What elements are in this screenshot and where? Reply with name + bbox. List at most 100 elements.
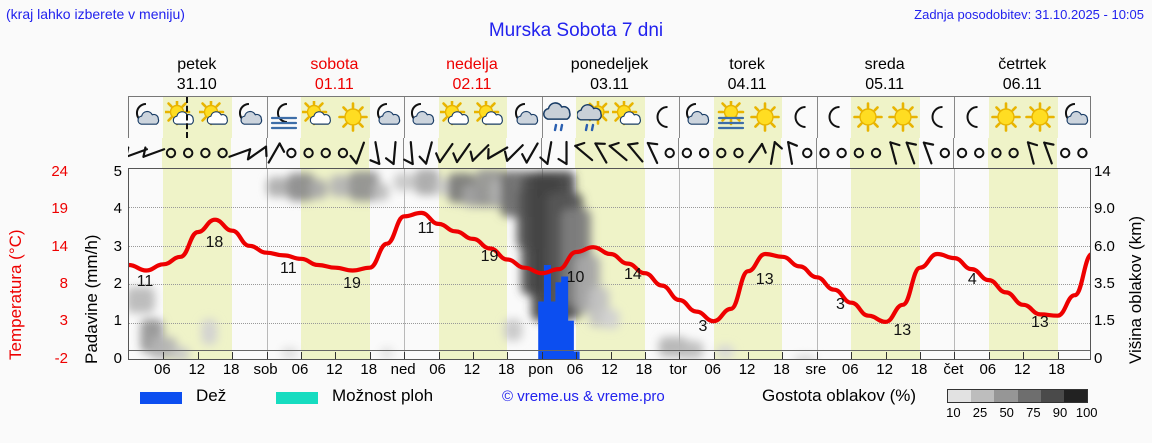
wind-calm-icon bbox=[956, 147, 968, 159]
wind-calm-icon bbox=[733, 147, 744, 159]
wind-barb-icon bbox=[608, 141, 628, 162]
day-gridline bbox=[954, 169, 956, 359]
axis-tick bbox=[1023, 352, 1025, 359]
day-date: 04.11 bbox=[727, 76, 767, 93]
moon-cloud-icon bbox=[1059, 101, 1090, 133]
moon-icon bbox=[818, 101, 850, 133]
precipitation-ytick-4: 1 bbox=[113, 312, 122, 329]
wind-calm-icon bbox=[853, 147, 865, 159]
wind-barb-icon bbox=[769, 141, 783, 165]
wind-barb-icon bbox=[384, 140, 397, 166]
cloud-density-step-90 bbox=[1040, 390, 1064, 402]
axis-tick bbox=[782, 352, 784, 359]
cloudheight-ytick-5: 0 bbox=[1094, 350, 1103, 367]
day-separator bbox=[679, 97, 681, 138]
cloud-rain-icon bbox=[542, 101, 575, 133]
cloud-density-step-100 bbox=[1063, 390, 1088, 402]
precipitation-ytick-0: 5 bbox=[113, 163, 122, 180]
last-updated: Zadnja posodobitev: 31.10.2025 - 10:05 bbox=[914, 7, 1144, 22]
x-tick-06: 06 bbox=[429, 361, 446, 378]
wind-calm-icon bbox=[802, 147, 813, 159]
day-header-sobota: sobota 01.11 bbox=[264, 55, 404, 95]
wind-calm-icon bbox=[182, 147, 194, 159]
page-title: Murska Sobota 7 dni bbox=[488, 20, 664, 41]
moon-icon bbox=[956, 101, 988, 133]
wind-barb-icon bbox=[787, 141, 798, 165]
precipitation-ytick-1: 4 bbox=[113, 200, 122, 217]
day-gridline bbox=[816, 169, 818, 359]
wind-barb-icon bbox=[1026, 141, 1039, 165]
wind-barb-icon bbox=[889, 141, 901, 165]
legend-showers-swatch bbox=[276, 392, 318, 404]
precipitation-bar bbox=[543, 265, 551, 359]
cloud-density-tick: 100 bbox=[1075, 405, 1098, 420]
day-gridline bbox=[404, 169, 406, 359]
wind-barb-icon bbox=[228, 148, 252, 160]
moon-icon bbox=[784, 101, 816, 133]
x-tick-pon: pon bbox=[528, 361, 554, 378]
x-tick-18: 18 bbox=[910, 361, 928, 378]
wind-calm-icon bbox=[819, 147, 830, 159]
day-name: petek bbox=[177, 56, 217, 73]
temperature-ytick-1: 19 bbox=[51, 200, 68, 217]
x-tick-čet: čet bbox=[943, 361, 964, 378]
temperature-value-label: 14 bbox=[623, 266, 642, 284]
wind-calm-icon bbox=[217, 147, 228, 159]
precipitation-bar bbox=[538, 301, 546, 359]
day-separator bbox=[678, 138, 680, 168]
cloud-density-legend-label: Gostota oblakov (%) bbox=[762, 386, 917, 405]
axis-tick bbox=[920, 352, 922, 359]
wind-barb-icon bbox=[503, 144, 524, 162]
axis-tick bbox=[988, 352, 990, 359]
axis-tick bbox=[232, 352, 234, 359]
precipitation-ytick-3: 2 bbox=[113, 275, 122, 292]
wind-barb-canvas bbox=[128, 140, 1088, 166]
current-time-marker bbox=[186, 97, 189, 138]
wind-barb-icon bbox=[452, 142, 471, 164]
day-header-nedelja: nedelja 02.11 bbox=[402, 55, 542, 95]
day-name: ponedeljek bbox=[570, 56, 649, 73]
day-separator bbox=[266, 97, 268, 138]
plot-canvas bbox=[129, 169, 1090, 359]
temperature-value-label: 11 bbox=[280, 260, 297, 278]
x-tick-18: 18 bbox=[222, 361, 240, 378]
temperature-ytick-0: 24 bbox=[51, 163, 68, 180]
legend-showers-label: Možnost ploh bbox=[332, 386, 434, 405]
sun-fog-icon bbox=[715, 101, 747, 133]
horizontal-gridline bbox=[129, 207, 1090, 209]
axis-tick bbox=[472, 352, 474, 359]
cloud-density-tick-labels: 10 25 50 75 90 100 bbox=[940, 405, 1100, 420]
wind-calm-icon bbox=[974, 147, 985, 159]
temperature-value-label: 13 bbox=[755, 271, 774, 289]
temperature-value-label: 4 bbox=[967, 271, 977, 289]
wind-barb-icon bbox=[594, 142, 608, 164]
daylight-band bbox=[851, 169, 921, 359]
x-tick-12: 12 bbox=[463, 361, 481, 378]
temperature-value-label: 10 bbox=[566, 269, 585, 287]
temperature-value-label: 11 bbox=[136, 272, 154, 290]
x-tick-06: 06 bbox=[841, 361, 859, 378]
legend-rain-label: Dež bbox=[196, 386, 227, 405]
axis-tick bbox=[335, 352, 337, 359]
precipitation-ytick-5: 0 bbox=[113, 350, 122, 367]
sun-cloud-icon bbox=[198, 101, 231, 133]
x-tick-12: 12 bbox=[738, 361, 756, 378]
wind-calm-icon bbox=[664, 147, 675, 159]
axis-tick bbox=[541, 352, 543, 359]
sun-icon bbox=[1024, 101, 1056, 133]
wind-barb-icon bbox=[557, 140, 568, 166]
cloud-density-step-75 bbox=[1017, 390, 1041, 402]
day-name: sobota bbox=[310, 56, 359, 73]
wind-barb-icon bbox=[142, 146, 166, 158]
moon-fog-icon bbox=[268, 101, 300, 133]
temperature-value-label: 3 bbox=[698, 317, 708, 335]
cloudheight-ytick-3: 3.5 bbox=[1094, 275, 1115, 292]
wind-barb-icon bbox=[128, 146, 149, 158]
copyright-link[interactable]: © vreme.us & vreme.pro bbox=[502, 388, 665, 405]
cloud-density-tick: 90 bbox=[1052, 405, 1068, 420]
wind-calm-icon bbox=[320, 147, 331, 159]
temperature-value-label: 18 bbox=[205, 233, 224, 251]
cloud-density-step-50 bbox=[994, 390, 1018, 402]
meteogram-plot[interactable]: 11181119111910143133134137 bbox=[128, 168, 1091, 360]
axis-tick bbox=[713, 352, 715, 359]
